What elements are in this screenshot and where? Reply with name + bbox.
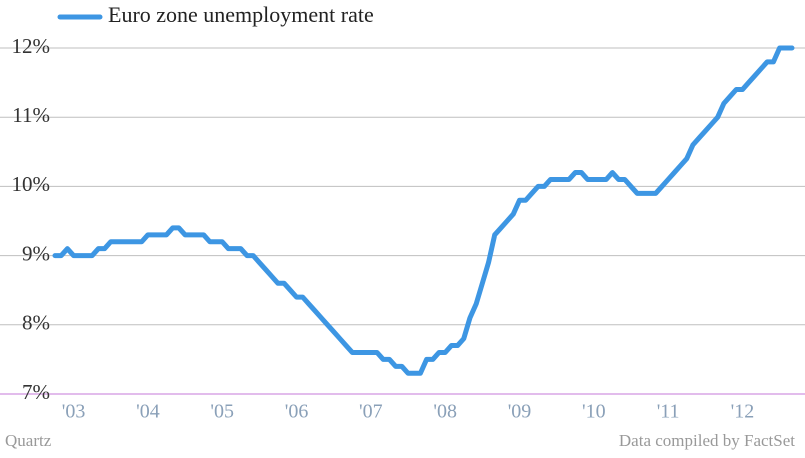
source-right: Data compiled by FactSet — [619, 431, 795, 450]
y-tick-label: 11% — [12, 103, 50, 127]
y-tick-label: 7% — [22, 380, 50, 404]
legend-label: Euro zone unemployment rate — [108, 2, 374, 27]
x-tick-label: '11 — [657, 401, 680, 423]
x-tick-label: '10 — [582, 401, 606, 423]
x-tick-label: '06 — [285, 401, 309, 423]
x-tick-label: '04 — [136, 401, 160, 423]
y-tick-label: 9% — [22, 241, 50, 265]
y-tick-label: 12% — [12, 34, 51, 58]
y-tick-label: 10% — [12, 172, 51, 196]
series-line — [52, 45, 795, 376]
x-tick-label: '08 — [433, 401, 457, 423]
x-tick-label: '07 — [359, 401, 383, 423]
x-tick-label: '09 — [508, 401, 532, 423]
x-tick-label: '05 — [210, 401, 234, 423]
x-tick-label: '12 — [731, 401, 755, 423]
x-tick-label: '03 — [62, 401, 86, 423]
y-tick-label: 8% — [22, 311, 50, 335]
source-left: Quartz — [5, 431, 52, 450]
